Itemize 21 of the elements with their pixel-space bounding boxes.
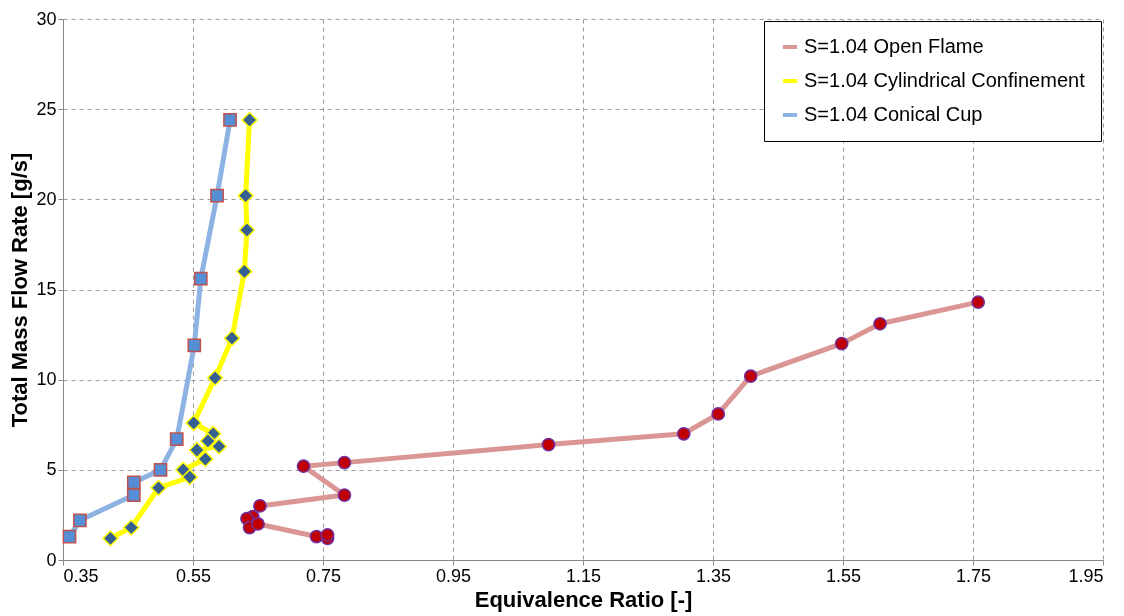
- x-tick-label: 0.35: [63, 565, 99, 586]
- legend-label: S=1.04 Conical Cup: [804, 103, 983, 125]
- y-tick-label: 0: [46, 549, 57, 570]
- x-tick-label: 1.15: [565, 565, 602, 586]
- legend-label: S=1.04 Open Flame: [804, 35, 984, 57]
- x-axis-title: Equivalence Ratio [-]: [474, 586, 693, 612]
- y-tick-label: 25: [36, 98, 57, 119]
- x-tick-label: 1.75: [955, 565, 992, 586]
- y-tick-label: 10: [36, 369, 57, 390]
- y-tick-label: 5: [46, 459, 57, 480]
- x-tick-label: 0.95: [435, 565, 472, 586]
- x-tick-label: 1.55: [825, 565, 862, 586]
- y-tick-label: 30: [36, 8, 57, 29]
- y-axis-title: Total Mass Flow Rate [g/s]: [7, 152, 33, 428]
- x-tick-label: 1.95: [1068, 565, 1104, 586]
- x-tick-label: 0.55: [175, 565, 212, 586]
- y-tick-label: 20: [36, 188, 57, 209]
- x-tick-label: 0.75: [305, 565, 342, 586]
- x-tick-label: 1.35: [695, 565, 732, 586]
- y-tick-label: 15: [36, 279, 57, 299]
- legend-label: S=1.04 Cylindrical Confinement: [804, 69, 1086, 91]
